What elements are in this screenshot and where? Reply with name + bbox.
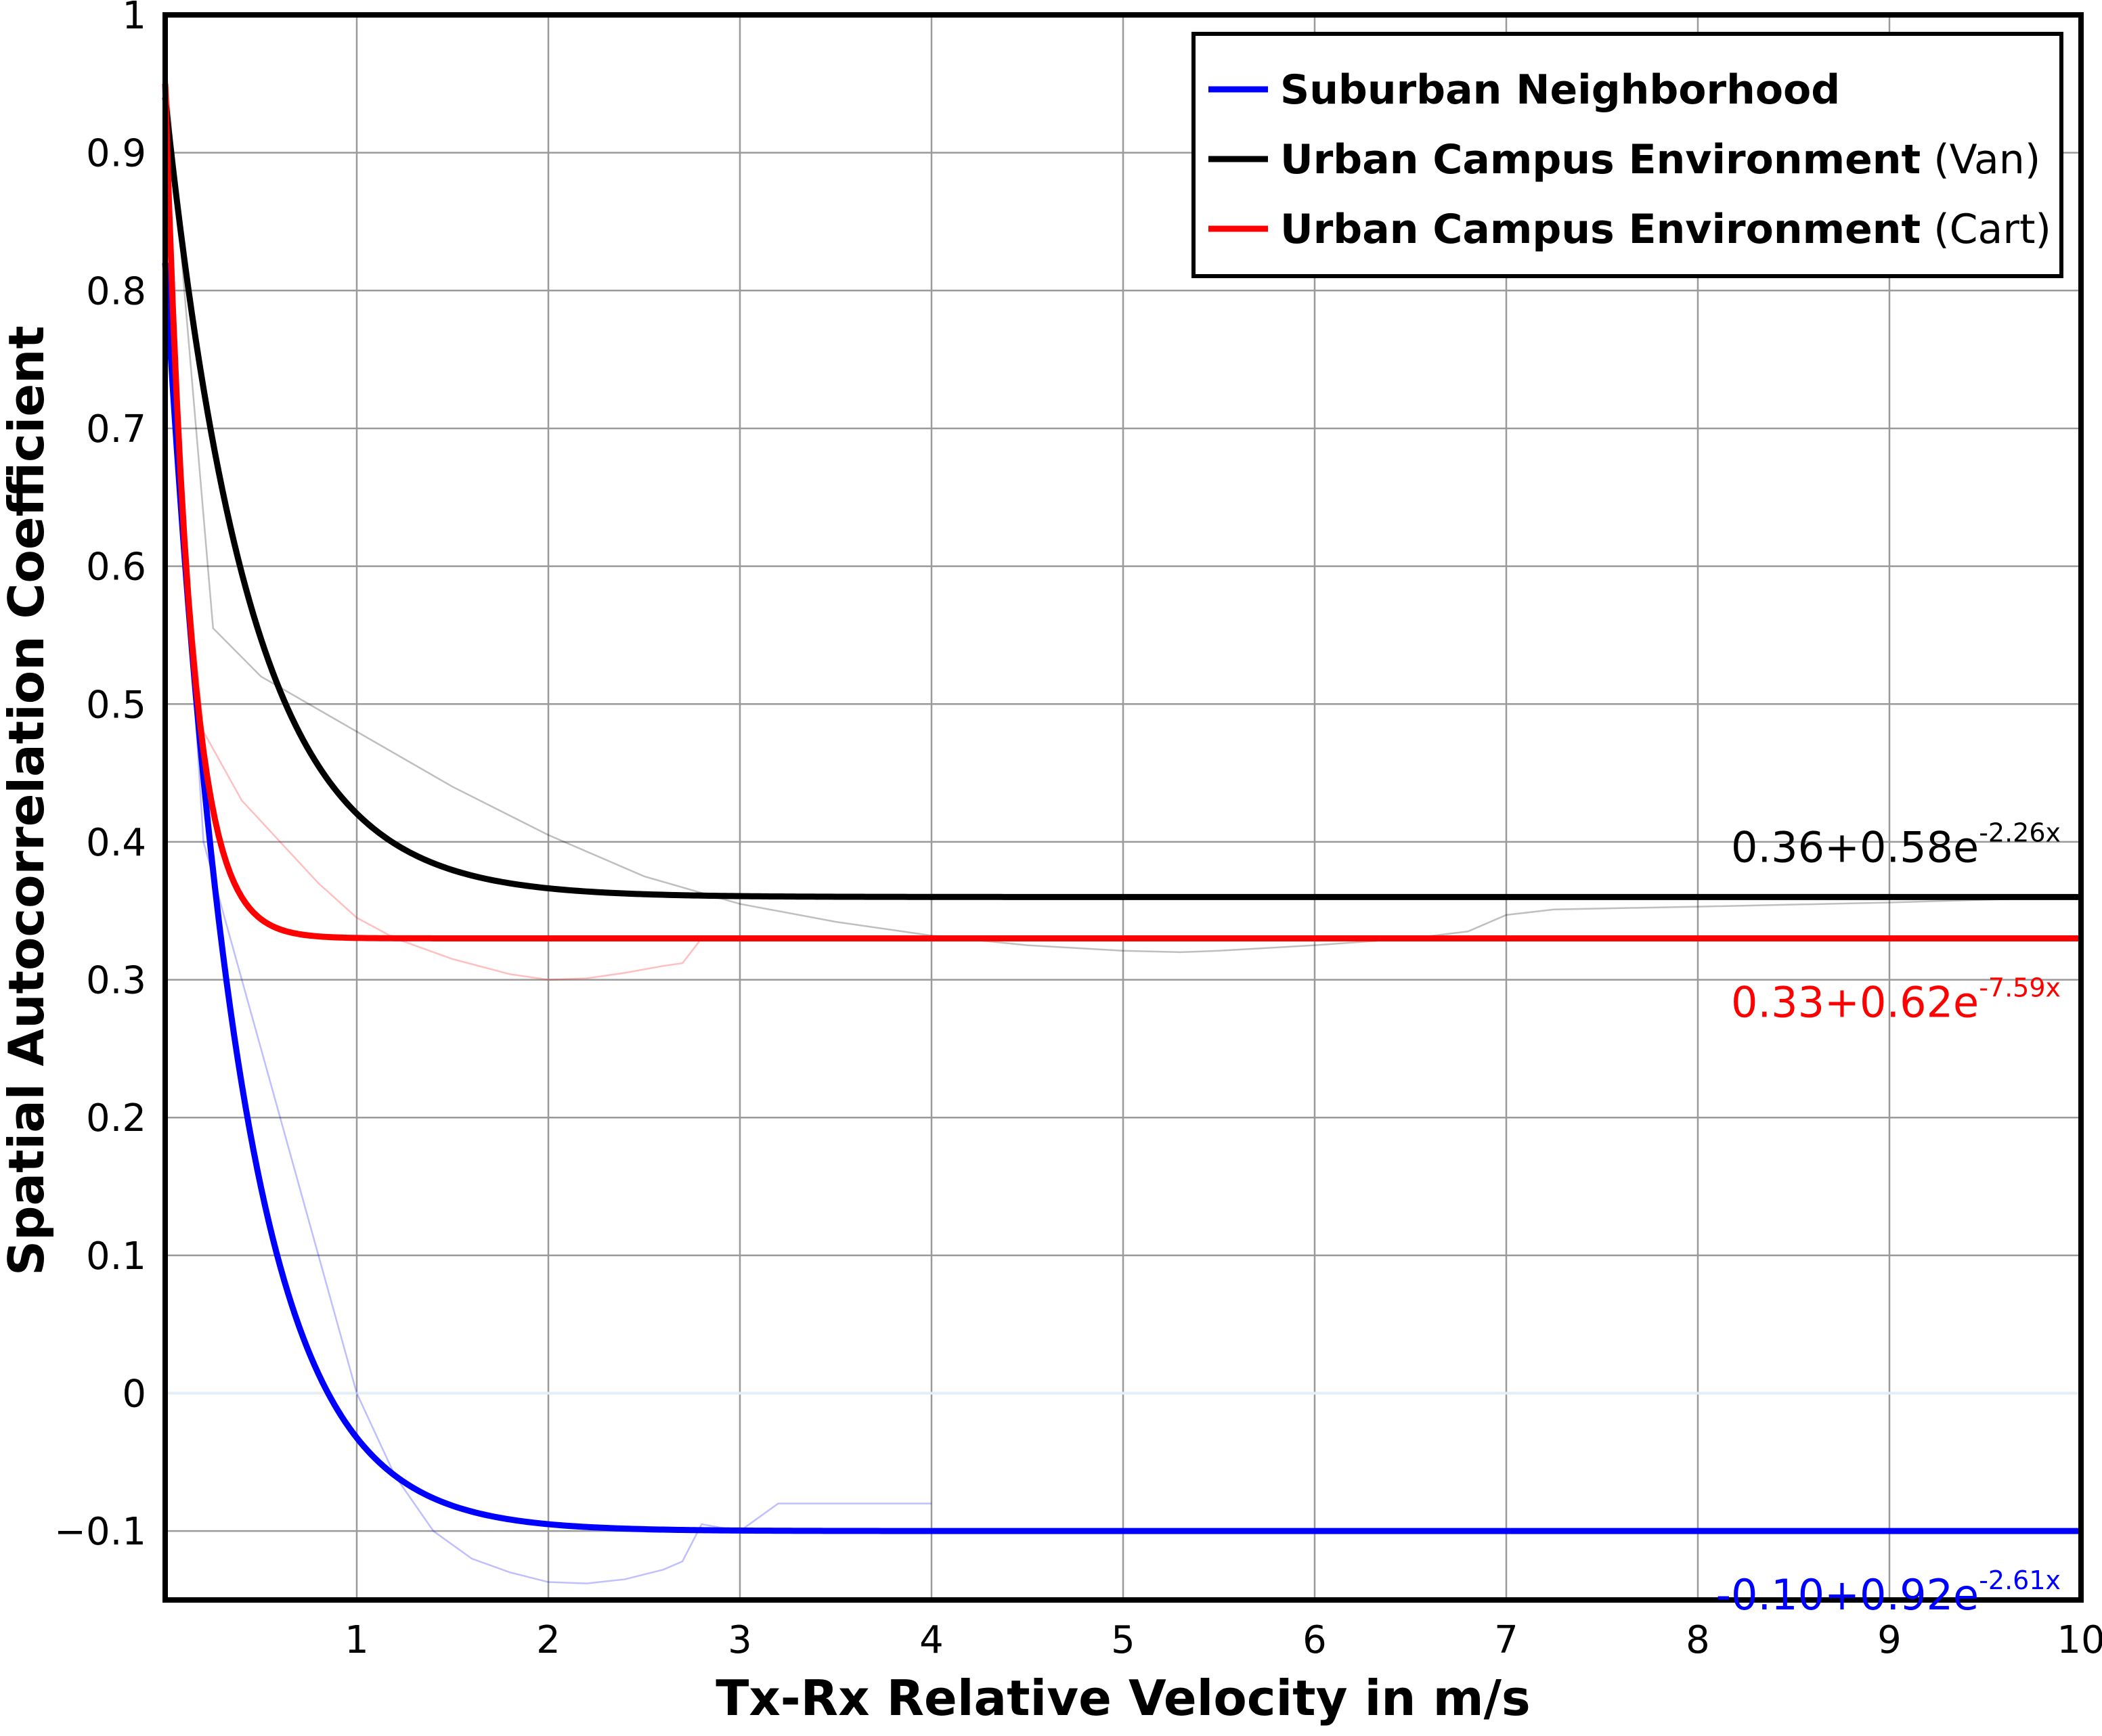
fit-line-2 [162,83,2081,941]
x-axis-title: Tx-Rx Relative Velocity in m/s [716,1670,1531,1727]
y-tick-label: 0.7 [86,407,146,451]
fit-line-1 [162,97,2081,900]
y-tick-label: 0.3 [86,959,146,1003]
legend-entry-0: Suburban Neighborhood [1280,66,1840,114]
y-tick-label: 0.4 [86,821,146,865]
x-tick-label: 6 [1302,1618,1327,1662]
legend: Suburban Neighborhood Urban Campus Enviro… [1191,32,2063,278]
y-tick-label: 0.9 [86,132,146,176]
y-tick-label: 0.2 [86,1096,146,1140]
y-tick-label: 0.8 [86,269,146,313]
y-tick-label: 0 [122,1373,146,1417]
x-tick-label: 2 [536,1618,561,1662]
y-tick-label: 0.1 [86,1234,146,1278]
y-tick-label: 0.6 [86,546,146,589]
fit-line-0 [162,263,2081,1534]
plot-frame [162,12,2084,1603]
x-tick-label: 4 [919,1618,944,1662]
legend-box [1191,32,2063,278]
measured-line-1 [164,55,2082,954]
x-tick-label: 5 [1111,1618,1135,1662]
fit-annotation-0: -0.10+0.92e-2.61x [1716,1565,2061,1620]
y-tick-label: 1 [122,0,146,38]
x-tick-label: 9 [1877,1618,1902,1662]
x-tick-label: 10 [2057,1618,2102,1662]
tick-labels: 1 2 3 4 5 6 7 8 9 10 −0.1 0 0.1 0.2 0.3 0.4 0.5 0.6 0.7 0.8… [54,0,2102,1662]
legend-entry-2: Urban Campus Environment (Cart) [1280,206,2051,253]
fit-annotation-1: 0.36+0.58e-2.26x [1731,818,2061,872]
measured-line-2 [164,83,703,981]
fit-annotations: -0.10+0.92e-2.61x 0.36+0.58e-2.26x 0.33+0.… [1716,818,2061,1620]
legend-entry-1: Urban Campus Environment (Van) [1280,136,2040,183]
x-tick-label: 1 [345,1618,369,1662]
y-tick-label: −0.1 [54,1510,146,1554]
fit-series [162,83,2081,1534]
y-tick-label: 0.5 [86,683,146,727]
x-tick-label: 7 [1494,1618,1518,1662]
fit-annotation-2: 0.33+0.62e-7.59x [1731,973,2061,1027]
x-tick-label: 3 [728,1618,752,1662]
x-tick-label: 8 [1686,1618,1710,1662]
y-axis-title: Spatial Autocorrelation Coefficient [0,326,55,1276]
